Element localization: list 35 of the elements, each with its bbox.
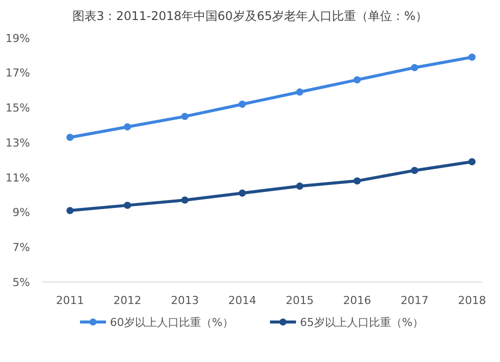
x-tick-label: 2014 (228, 294, 256, 307)
point (410, 166, 418, 174)
x-tick-label: 2015 (286, 294, 314, 307)
point (124, 202, 132, 209)
legend-label: 65岁以上人口比重（%） (300, 316, 424, 329)
point (181, 196, 188, 204)
legend-label: 60岁以上人口比重（%） (110, 316, 234, 329)
point (124, 123, 132, 130)
point (296, 182, 304, 190)
x-tick-label: 2013 (170, 294, 199, 307)
y-tick-label: 13% (6, 136, 30, 150)
point (66, 206, 74, 214)
point (66, 134, 74, 141)
point (354, 177, 361, 185)
x-tick-label: 2016 (343, 294, 372, 307)
y-tick-label: 17% (6, 66, 30, 80)
point (468, 54, 476, 61)
y-tick-label: 19% (6, 32, 30, 45)
y-tick-label: 9% (12, 206, 30, 220)
x-tick-label: 2011 (56, 294, 84, 307)
x-tick-label: 2017 (400, 294, 429, 307)
y-tick-label: 11% (6, 171, 30, 184)
x-tick-label: 2018 (458, 294, 486, 307)
y-tick-label: 5% (12, 276, 30, 289)
y-tick-label: 7% (12, 240, 30, 254)
point (238, 100, 246, 108)
point (354, 76, 361, 84)
y-tick-label: 15% (6, 102, 30, 115)
point (296, 88, 304, 96)
point (468, 158, 476, 166)
point (410, 64, 418, 72)
x-tick-label: 2012 (113, 294, 142, 307)
point (238, 190, 246, 197)
point (181, 112, 188, 120)
chart-title: 图表3：2011-2018年中国60岁及65岁老年人口比重（单位：%） (72, 9, 428, 23)
